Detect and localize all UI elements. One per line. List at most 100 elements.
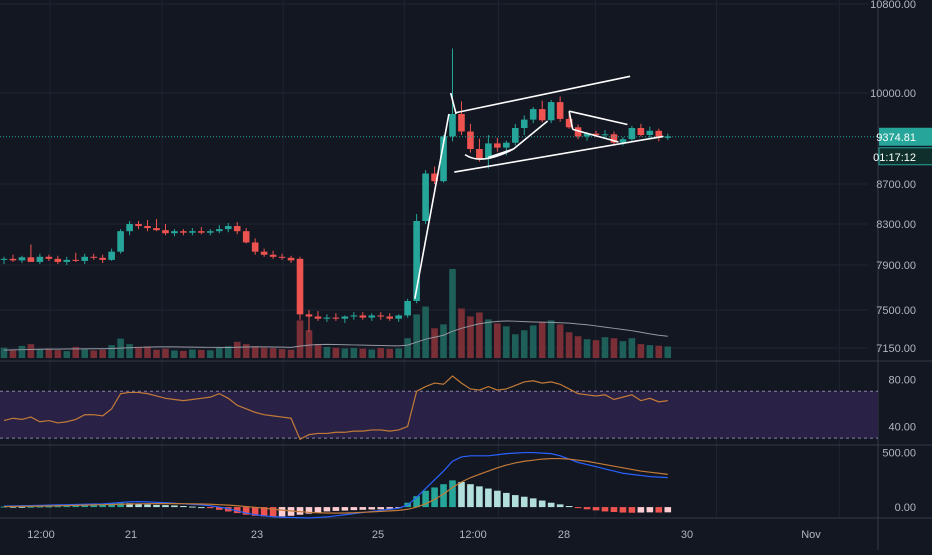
macd-histogram-bar [602, 507, 609, 511]
candle-body [117, 231, 124, 252]
candle-body [449, 114, 456, 136]
candle-body [306, 314, 313, 316]
price-tick-label: 8300.00 [876, 219, 916, 231]
candle-body [37, 257, 44, 262]
candle-body [72, 260, 79, 261]
candle [117, 229, 124, 254]
macd-histogram-bar [377, 507, 384, 509]
candle-body [548, 102, 555, 120]
volume-bar [602, 337, 609, 358]
macd-histogram-bar [521, 497, 528, 507]
volume-bar [351, 348, 358, 358]
price-tick-label: 10800.00 [870, 0, 916, 11]
rsi-band [0, 391, 878, 438]
volume-bar [584, 339, 591, 358]
volume-bar [279, 349, 286, 358]
rsi-tick-label: 80.00 [888, 375, 916, 387]
candle-body [234, 226, 241, 231]
candle-body [351, 315, 358, 316]
macd-histogram-bar [593, 507, 600, 510]
time-tick-label: 28 [558, 529, 570, 541]
volume-bar [575, 336, 582, 358]
volume-bar [297, 320, 304, 358]
macd-histogram-bar [431, 487, 438, 507]
macd-histogram-bar [584, 507, 591, 509]
volume-bar [395, 349, 402, 359]
candle-body [55, 259, 62, 262]
candle-body [19, 257, 26, 260]
volume-bar [19, 346, 26, 358]
macd-histogram-bar [548, 503, 555, 507]
volume-bar [503, 326, 510, 358]
candle-body [99, 258, 106, 260]
candle-body [63, 260, 70, 262]
macd-histogram-bar [207, 507, 214, 508]
volume-bar [467, 316, 474, 358]
volume-bar [377, 348, 384, 358]
volume-bar [530, 325, 537, 358]
volume-bar [10, 350, 17, 358]
current-price-label: 9374.81 [876, 132, 916, 144]
volume-bar [171, 350, 178, 358]
candle-body [629, 128, 636, 139]
volume-bar [539, 322, 546, 358]
macd-histogram-bar [368, 507, 375, 509]
volume-bar [126, 344, 133, 358]
volume-bar [252, 346, 259, 358]
macd-histogram-bar [611, 507, 618, 512]
candle-body [377, 315, 384, 316]
macd-histogram-bar [342, 507, 349, 510]
volume-bar [440, 324, 447, 358]
macd-histogram-bar [575, 507, 582, 508]
volume-bar [288, 350, 295, 358]
time-tick-label: 21 [125, 529, 137, 541]
volume-bar [449, 269, 456, 358]
candle-body [10, 259, 17, 261]
volume-bar [386, 349, 393, 358]
candle-body [198, 231, 205, 233]
candle-body [162, 230, 169, 233]
candle-body [126, 224, 133, 231]
candle-body [539, 109, 546, 120]
time-tick-label: 23 [251, 529, 263, 541]
candle-body [342, 317, 349, 319]
macd-histogram-bar [153, 505, 160, 507]
candle-body [180, 231, 187, 233]
macd-histogram-bar [530, 498, 537, 507]
candle [404, 299, 411, 318]
volume-bar [548, 320, 555, 358]
candle-body [153, 228, 160, 230]
candle-body [664, 136, 671, 137]
candle-body [386, 317, 393, 319]
macd-histogram-bar [664, 507, 671, 512]
volume-bar [55, 350, 62, 358]
candle-body [243, 231, 250, 242]
candle [297, 257, 304, 320]
volume-bar [404, 338, 411, 358]
volume-bar [216, 347, 223, 358]
volume-bar [422, 307, 429, 358]
volume-bar [135, 347, 142, 358]
candle-body [324, 318, 331, 319]
volume-bar [413, 314, 420, 358]
macd-histogram-bar [180, 506, 187, 507]
time-tick-label: Nov [801, 529, 821, 541]
macd-histogram-bar [360, 507, 367, 510]
volume-bar [81, 349, 88, 358]
volume-bar [270, 348, 277, 358]
volume-bar [198, 350, 205, 358]
candle-body [557, 102, 564, 119]
volume-bar [664, 347, 671, 358]
candle-body [503, 143, 510, 148]
macd-histogram-bar [494, 491, 501, 507]
volume-bar [494, 323, 501, 358]
macd-histogram-bar [503, 493, 510, 507]
volume-bar [360, 349, 367, 358]
candle-body [108, 252, 115, 260]
macd-histogram-bar [351, 507, 358, 510]
volume-bar [324, 347, 331, 358]
time-tick-label: 12:00 [27, 529, 55, 541]
candle-body [395, 315, 402, 318]
